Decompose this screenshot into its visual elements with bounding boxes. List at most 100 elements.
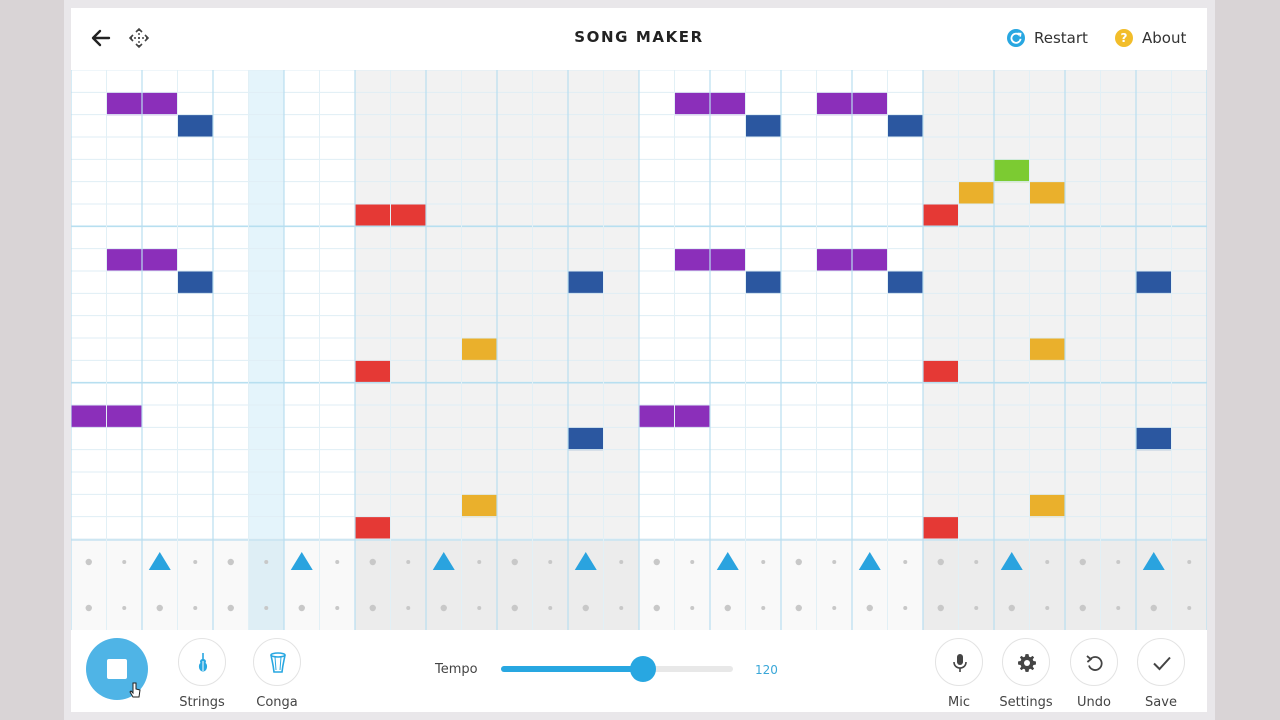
percussion-dot <box>1150 604 1157 612</box>
microphone-icon <box>953 654 967 672</box>
percussion-triangle <box>290 551 313 570</box>
settings-label: Settings <box>999 695 1053 710</box>
percussion-dot <box>548 559 553 564</box>
mic-label: Mic <box>948 695 970 710</box>
undo-icon <box>1086 655 1103 671</box>
note-cell <box>142 92 178 116</box>
percussion-dot <box>264 559 269 564</box>
percussion-dot <box>193 559 198 564</box>
tempo-slider[interactable] <box>501 656 733 682</box>
note-cell <box>852 92 888 116</box>
note-cell <box>958 181 995 205</box>
percussion-dot <box>1116 605 1121 610</box>
percussion-dot <box>122 559 127 564</box>
note-cell <box>923 516 959 540</box>
percussion-dot <box>1045 605 1050 610</box>
note-cell <box>816 92 853 116</box>
strings-button[interactable] <box>178 638 226 686</box>
percussion-dot <box>1079 558 1086 566</box>
save-button[interactable] <box>1137 638 1185 686</box>
save-label: Save <box>1145 695 1177 710</box>
note-cell <box>923 360 959 384</box>
note-cell <box>994 159 1030 183</box>
restart-label: Restart <box>1034 29 1088 47</box>
percussion-dot <box>227 604 234 612</box>
note-cell <box>106 248 143 272</box>
percussion-dot <box>477 605 482 610</box>
note-cell <box>674 248 711 272</box>
percussion-dot <box>761 605 766 610</box>
percussion-dot <box>690 605 695 610</box>
note-cell <box>461 337 498 361</box>
playhead-column <box>248 70 284 638</box>
percussion-dot <box>548 605 553 610</box>
percussion-dot <box>937 558 944 566</box>
percussion-dot <box>619 605 624 610</box>
percussion-dot <box>974 559 979 564</box>
percussion-dot <box>298 604 305 612</box>
note-cell <box>745 270 782 294</box>
percussion-dot <box>1187 559 1192 564</box>
percussion-dot <box>369 604 376 612</box>
violin-icon <box>198 653 208 672</box>
percussion-dot <box>937 604 944 612</box>
note-cell <box>1029 494 1066 518</box>
bottom-controls: Strings Conga Tempo 120 Mic <box>71 630 1207 712</box>
note-grid-canvas[interactable] <box>71 70 1207 638</box>
about-button[interactable]: ? About <box>1115 28 1186 48</box>
restart-button[interactable]: Restart <box>1007 28 1088 48</box>
percussion-dot <box>653 604 660 612</box>
percussion-dot <box>1079 604 1086 612</box>
percussion-dot <box>193 605 198 610</box>
tempo-value: 120 <box>755 663 778 677</box>
note-cell <box>461 494 498 518</box>
undo-button[interactable] <box>1070 638 1118 686</box>
note-cell <box>923 203 959 227</box>
move-button[interactable] <box>127 26 151 50</box>
back-button[interactable] <box>89 26 113 50</box>
percussion-triangle <box>148 551 171 570</box>
note-cell <box>106 92 143 116</box>
percussion-dot <box>866 604 873 612</box>
percussion-dot <box>761 559 766 564</box>
note-cell <box>568 427 604 451</box>
note-cell <box>142 248 178 272</box>
percussion-triangle <box>1142 551 1165 570</box>
percussion-dot <box>1045 559 1050 564</box>
restart-icon <box>1007 29 1025 47</box>
note-cell <box>852 248 888 272</box>
conga-drum-icon <box>270 652 286 673</box>
help-icon: ? <box>1115 29 1133 47</box>
percussion-dot <box>1008 604 1015 612</box>
percussion-dot <box>122 605 127 610</box>
stop-button[interactable] <box>86 638 148 700</box>
note-cell <box>355 360 391 384</box>
percussion-dot <box>227 558 234 566</box>
note-cell <box>887 270 924 294</box>
undo-label: Undo <box>1077 695 1111 710</box>
percussion-dot <box>156 604 163 612</box>
note-cell <box>745 114 782 138</box>
percussion-dot <box>335 605 340 610</box>
mic-button[interactable] <box>935 638 983 686</box>
stop-icon <box>107 659 127 679</box>
percussion-dot <box>903 559 908 564</box>
note-cell <box>1136 427 1172 451</box>
strings-label: Strings <box>179 695 225 710</box>
percussion-dot <box>619 559 624 564</box>
percussion-triangle <box>574 551 597 570</box>
note-cell <box>674 404 711 428</box>
note-cell <box>177 114 214 138</box>
note-cell <box>106 404 143 428</box>
percussion-dot <box>85 558 92 566</box>
note-cell <box>1136 270 1172 294</box>
page-title: SONG MAKER <box>574 28 704 46</box>
note-cell <box>710 92 746 116</box>
conga-button[interactable] <box>253 638 301 686</box>
move-icon <box>128 27 150 49</box>
song-grid[interactable] <box>71 70 1207 638</box>
tempo-label: Tempo <box>435 662 478 677</box>
tempo-slider-handle[interactable] <box>629 656 656 682</box>
note-cell <box>639 404 675 428</box>
settings-button[interactable] <box>1002 638 1050 686</box>
